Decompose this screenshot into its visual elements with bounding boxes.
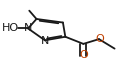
- Text: O: O: [79, 50, 88, 60]
- Text: O: O: [95, 34, 104, 44]
- Text: N: N: [24, 23, 32, 33]
- Text: HO: HO: [1, 23, 19, 33]
- Text: N: N: [41, 36, 49, 46]
